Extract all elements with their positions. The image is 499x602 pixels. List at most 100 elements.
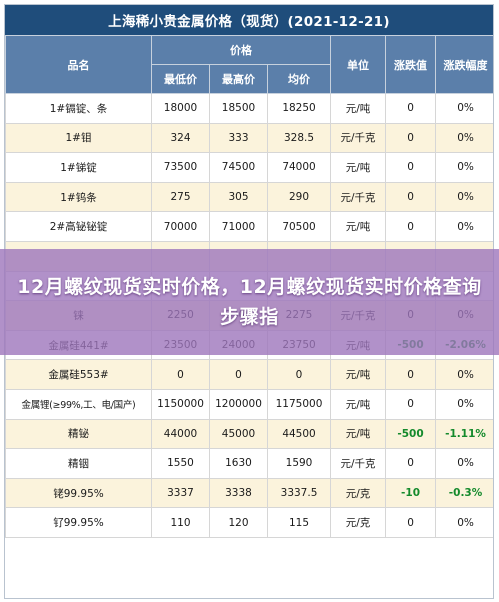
table-row: 精铟 1550 1630 1590 元/千克 0 0%: [5, 448, 493, 479]
cell-change: 0: [385, 122, 437, 154]
cell-change: 0: [385, 507, 437, 538]
cell-name: 1#钼: [5, 122, 152, 154]
table-row: 1#锑锭 73500 74500 74000 元/吨 0 0%: [5, 152, 493, 183]
table-row: 2#高铋铋锭 70000 71000 70500 元/吨 0 0%: [5, 211, 493, 242]
cell-unit: 元/克: [330, 507, 387, 538]
table-row: 金属硅553# 0 0 0 元/吨 0 0%: [5, 359, 493, 390]
cell-change-pct: 0%: [435, 152, 493, 183]
cell-name: 精铋: [5, 418, 152, 450]
cell-min-price: 275: [151, 181, 210, 213]
cell-name: 精铟: [5, 448, 152, 479]
cell-max-price: 0: [209, 359, 268, 390]
cell-avg-price: 290: [266, 181, 332, 213]
cell-min-price: 324: [151, 122, 210, 154]
cell-unit: 元/吨: [330, 152, 387, 183]
table-row: 铑99.95% 3337 3338 3337.5 元/克 -10 -0.3%: [5, 477, 493, 509]
cell-max-price: 3338: [209, 477, 268, 509]
headline-text: 12月螺纹现货实时价格，12月螺纹现货实时价格查询步骤指: [17, 276, 482, 328]
cell-change: 0: [385, 93, 437, 124]
cell-change-pct: 0%: [435, 122, 493, 154]
header-unit: 单位: [330, 35, 387, 94]
cell-avg-price: 1590: [266, 448, 332, 479]
cell-avg-price: 18250: [266, 93, 332, 124]
cell-min-price: 0: [151, 359, 210, 390]
table-row: 1#钨条 275 305 290 元/千克 0 0%: [5, 181, 493, 213]
cell-min-price: 110: [151, 507, 210, 538]
cell-change-pct: 0%: [435, 211, 493, 242]
cell-avg-price: 70500: [266, 211, 332, 242]
table-row: 1#镉锭、条 18000 18500 18250 元/吨 0 0%: [5, 93, 493, 124]
header-price: 价格: [150, 35, 332, 65]
header-min: 最低价: [151, 64, 210, 94]
header-name: 品名: [5, 35, 152, 94]
cell-change: 0: [385, 211, 437, 242]
cell-change-pct: -0.3%: [435, 477, 493, 509]
cell-change-pct: 0%: [435, 448, 493, 479]
cell-change: 0: [385, 448, 437, 479]
cell-unit: 元/克: [330, 477, 387, 509]
cell-max-price: 74500: [209, 152, 268, 183]
cell-name: 1#镉锭、条: [5, 93, 152, 124]
cell-change-pct: 0%: [435, 93, 493, 124]
cell-unit: 元/吨: [330, 418, 387, 450]
cell-name: 金属锂(≥99%,工、电/国产): [5, 388, 152, 420]
header-change-pct: 涨跌幅度: [435, 35, 493, 94]
cell-change-pct: -1.11%: [435, 418, 493, 450]
cell-unit: 元/千克: [330, 448, 387, 479]
cell-name: 铑99.95%: [5, 477, 152, 509]
cell-min-price: 70000: [151, 211, 210, 242]
cell-unit: 元/吨: [330, 388, 387, 420]
cell-max-price: 333: [209, 122, 268, 154]
cell-min-price: 1150000: [151, 388, 210, 420]
cell-name: 钌99.95%: [5, 507, 152, 538]
cell-min-price: 1550: [151, 448, 210, 479]
cell-max-price: 1200000: [209, 388, 268, 420]
cell-max-price: 18500: [209, 93, 268, 124]
cell-avg-price: 328.5: [266, 122, 332, 154]
cell-change: -10: [385, 477, 437, 509]
table-row: 钌99.95% 110 120 115 元/克 0 0%: [5, 507, 493, 538]
cell-change: 0: [385, 359, 437, 390]
cell-max-price: 71000: [209, 211, 268, 242]
cell-max-price: 45000: [209, 418, 268, 450]
cell-avg-price: 0: [266, 359, 332, 390]
cell-unit: 元/千克: [330, 181, 387, 213]
table-header: 品名 价格 单位 涨跌值 涨跌幅度 最低价 最高价 均价: [5, 35, 493, 94]
cell-max-price: 120: [209, 507, 268, 538]
cell-name: 1#钨条: [5, 181, 152, 213]
cell-min-price: 73500: [151, 152, 210, 183]
cell-avg-price: 1175000: [266, 388, 332, 420]
cell-name: 1#锑锭: [5, 152, 152, 183]
cell-avg-price: 74000: [266, 152, 332, 183]
header-avg: 均价: [266, 64, 332, 94]
cell-avg-price: 115: [266, 507, 332, 538]
headline-banner: 12月螺纹现货实时价格，12月螺纹现货实时价格查询步骤指: [0, 249, 499, 355]
cell-unit: 元/吨: [330, 93, 387, 124]
table-title: 上海稀小贵金属价格（现货）(2021-12-21): [5, 5, 493, 35]
cell-min-price: 3337: [151, 477, 210, 509]
cell-min-price: 44000: [151, 418, 210, 450]
table-row: 金属锂(≥99%,工、电/国产) 1150000 1200000 1175000 元/吨…: [5, 388, 493, 420]
cell-change: 0: [385, 388, 437, 420]
cell-unit: 元/吨: [330, 211, 387, 242]
table-row: 精铋 44000 45000 44500 元/吨 -500 -1.11%: [5, 418, 493, 450]
cell-change-pct: 0%: [435, 507, 493, 538]
cell-change-pct: 0%: [435, 388, 493, 420]
cell-max-price: 305: [209, 181, 268, 213]
cell-change: 0: [385, 181, 437, 213]
cell-name: 金属硅553#: [5, 359, 152, 390]
cell-unit: 元/千克: [330, 122, 387, 154]
cell-change-pct: 0%: [435, 181, 493, 213]
cell-min-price: 18000: [151, 93, 210, 124]
cell-change-pct: 0%: [435, 359, 493, 390]
cell-avg-price: 3337.5: [266, 477, 332, 509]
cell-unit: 元/吨: [330, 359, 387, 390]
cell-change: 0: [385, 152, 437, 183]
cell-name: 2#高铋铋锭: [5, 211, 152, 242]
cell-avg-price: 44500: [266, 418, 332, 450]
header-change: 涨跌值: [385, 35, 437, 94]
cell-change: -500: [385, 418, 437, 450]
cell-max-price: 1630: [209, 448, 268, 479]
header-max: 最高价: [209, 64, 268, 94]
table-row: 1#钼 324 333 328.5 元/千克 0 0%: [5, 122, 493, 154]
